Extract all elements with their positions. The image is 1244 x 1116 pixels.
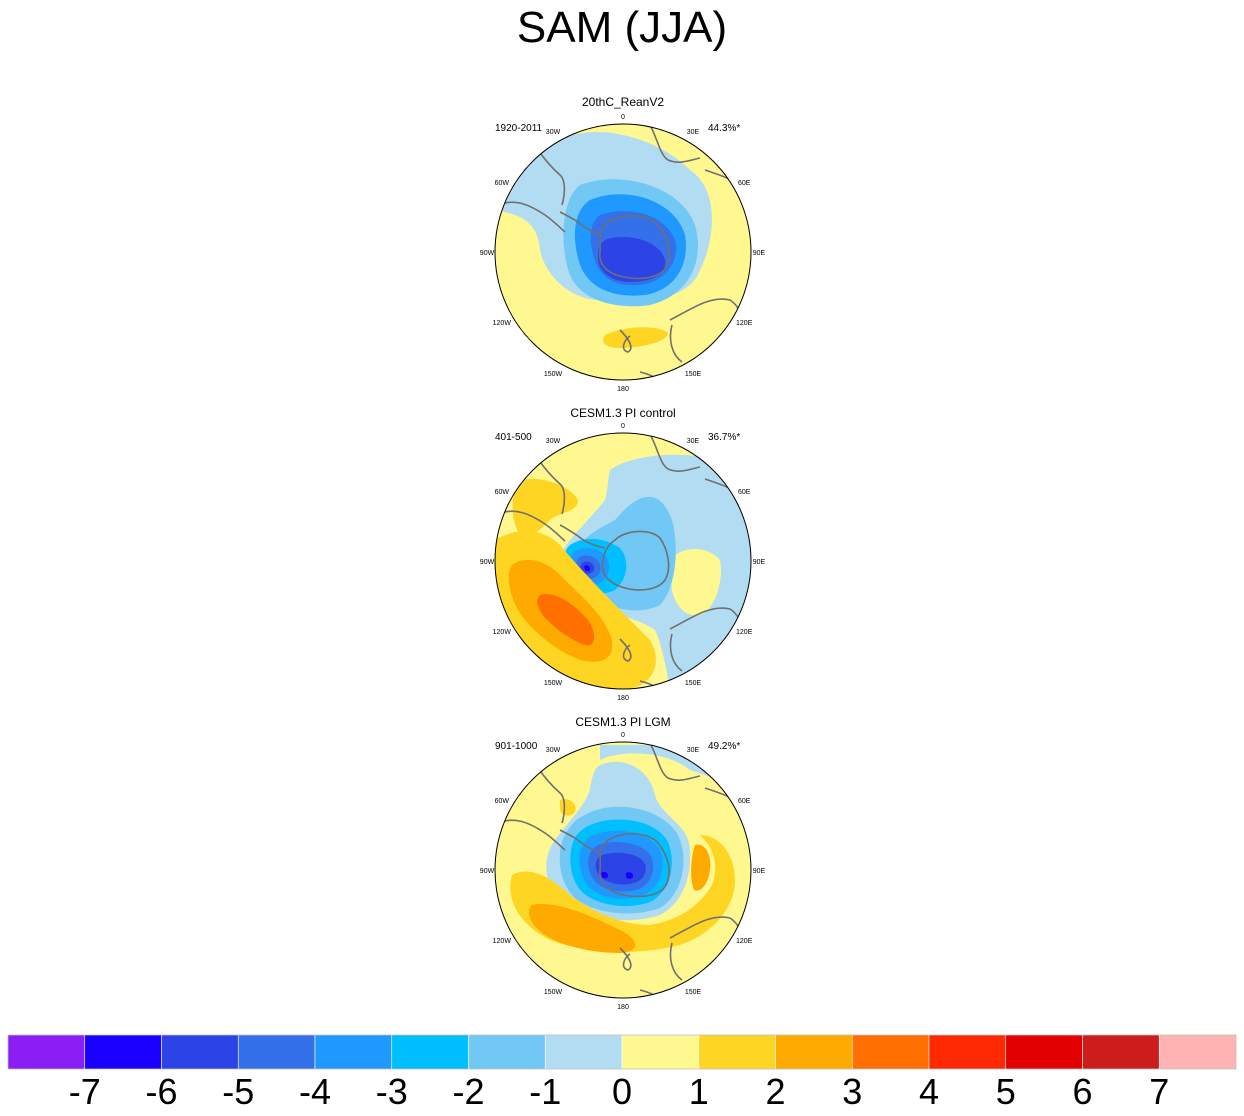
- lon-label: 180: [617, 695, 629, 702]
- colorbar-tick-label: 1: [688, 1071, 709, 1112]
- panel-variance: 36.7%*: [708, 432, 740, 443]
- lon-label: 60W: [495, 798, 510, 805]
- panel-variance: 44.3%*: [708, 123, 740, 134]
- colorbar-segment: [698, 1034, 776, 1070]
- colorbar-labels: -7 -6 -5 -4 -3 -2 -1 0 1 2 3 4 5 6 7: [0, 1070, 1244, 1116]
- lon-label: 120W: [493, 629, 512, 636]
- colorbar-segment: [314, 1034, 393, 1070]
- colorbar: [7, 1034, 1237, 1070]
- colorbar-tick-label: -3: [375, 1071, 408, 1112]
- map-panel-cesm-pi-control: CESM1.3 PI control 401-500 36.7%* 0 30E 60…: [480, 406, 766, 702]
- lon-label: 150E: [685, 989, 702, 996]
- colorbar-outline: [7, 1034, 1237, 1070]
- lon-label: 30E: [687, 129, 700, 136]
- map-border: [494, 432, 752, 690]
- lon-label: 180: [617, 1004, 629, 1011]
- field-contours: [495, 124, 751, 380]
- panel-title: 20thC_ReanV2: [582, 95, 664, 109]
- lon-label: 60W: [495, 489, 510, 496]
- colorbar-segment: [1158, 1034, 1237, 1070]
- colorbar-tick-label: -2: [452, 1071, 485, 1112]
- lon-label: 30W: [546, 438, 561, 445]
- lon-label: 120W: [493, 938, 512, 945]
- colorbar-segment: [544, 1034, 623, 1070]
- lon-label: 30W: [546, 747, 561, 754]
- lon-label: 30W: [546, 129, 561, 136]
- colorbar-tick-label: 3: [842, 1071, 863, 1112]
- panel-period: 901-1000: [495, 741, 538, 752]
- lon-label: 150W: [544, 680, 563, 687]
- page-title: SAM (JJA): [516, 3, 728, 52]
- lon-label: 150E: [685, 371, 702, 378]
- lon-label: 150E: [685, 680, 702, 687]
- colorbar-tick-label: 4: [918, 1071, 940, 1112]
- colorbar-segment: [1082, 1034, 1160, 1070]
- colorbar-tick-label: -4: [298, 1071, 331, 1112]
- colorbar-segment: [161, 1034, 239, 1070]
- lon-label: 0: [621, 423, 625, 430]
- lon-label: 150W: [544, 989, 563, 996]
- field-contours: [495, 433, 751, 689]
- colorbar-segment: [391, 1034, 469, 1070]
- lon-label: 30E: [687, 438, 700, 445]
- lon-label: 90W: [480, 559, 495, 566]
- colorbar-tick-label: -1: [529, 1071, 562, 1112]
- lon-label: 60E: [738, 180, 751, 187]
- lon-label: 90E: [753, 559, 766, 566]
- colorbar-tick-label: 2: [765, 1071, 786, 1112]
- lon-label: 30E: [687, 747, 700, 754]
- colorbar-segment: [851, 1034, 930, 1070]
- lon-label: 180: [617, 386, 629, 393]
- lon-label: 0: [621, 732, 625, 739]
- colorbar-tick-label: -6: [145, 1071, 178, 1112]
- map-panel-20thc-reanv2: 20thC_ReanV2 1920-2011 44.3%* 0 30E 60E 90E…: [480, 95, 766, 393]
- map-panel-cesm-pi-lgm: CESM1.3 PI LGM 901-1000 49.2%* 0 30E 60E 90…: [480, 715, 766, 1011]
- field-contours: [495, 742, 751, 998]
- panel-period: 1920-2011: [495, 123, 543, 134]
- panel-title: CESM1.3 PI control: [570, 406, 675, 420]
- colorbar-segment: [928, 1034, 1007, 1070]
- lon-label: 90E: [753, 868, 766, 875]
- panel-title: CESM1.3 PI LGM: [575, 715, 670, 729]
- colorbar-segment: [621, 1034, 700, 1070]
- lon-label: 120E: [736, 320, 753, 327]
- colorbar-segment: [237, 1034, 316, 1070]
- lon-label: 90W: [480, 250, 495, 257]
- lon-label: 120W: [493, 320, 512, 327]
- panel-period: 401-500: [495, 432, 532, 443]
- colorbar-segment: [468, 1034, 546, 1070]
- lon-label: 120E: [736, 938, 753, 945]
- colorbar-tick-label: 6: [1072, 1071, 1093, 1112]
- lon-label: 150W: [544, 371, 563, 378]
- lon-label: 120E: [736, 629, 753, 636]
- lon-label: 90E: [753, 250, 766, 257]
- colorbar-tick-label: 5: [995, 1071, 1016, 1112]
- lon-label: 90W: [480, 868, 495, 875]
- colorbar-tick-label: -7: [68, 1071, 101, 1112]
- colorbar-tick-label: 7: [1149, 1071, 1170, 1112]
- colorbar-tick-label: 0: [611, 1071, 633, 1112]
- colorbar-segment: [1005, 1034, 1083, 1070]
- lon-label: 60E: [738, 489, 751, 496]
- colorbar-segment: [84, 1034, 162, 1070]
- map-border: [494, 123, 752, 381]
- lon-label: 0: [621, 114, 625, 121]
- colorbar-tick-label: -5: [222, 1071, 255, 1112]
- map-border: [494, 741, 752, 999]
- panel-variance: 49.2%*: [708, 741, 740, 752]
- lon-label: 60E: [738, 798, 751, 805]
- colorbar-segment: [7, 1034, 86, 1070]
- colorbar-segment: [775, 1034, 853, 1070]
- lon-label: 60W: [495, 180, 510, 187]
